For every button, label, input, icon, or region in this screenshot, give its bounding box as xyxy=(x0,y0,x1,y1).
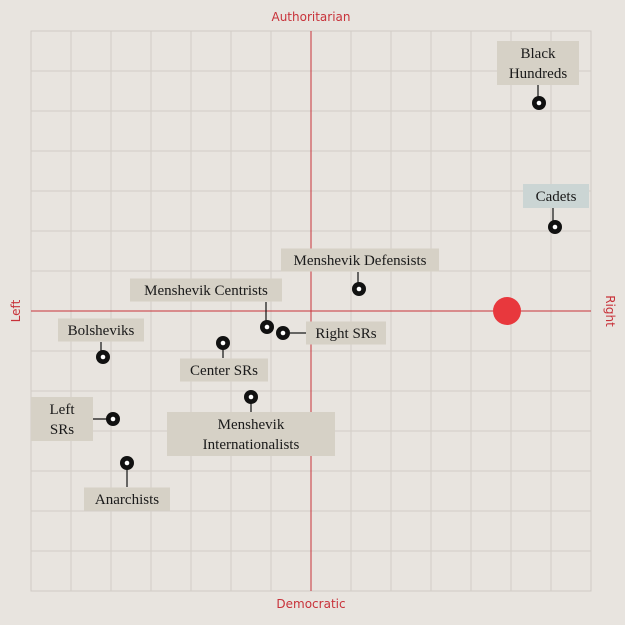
data-point-center xyxy=(100,354,106,360)
point-label-box xyxy=(306,321,386,345)
data-points: Black Hundreds Cadets Menshevik Defensists M… xyxy=(31,41,589,511)
data-point-center xyxy=(356,286,362,292)
data-point-group: Cadets xyxy=(523,184,589,234)
axis-label-left: Left xyxy=(9,299,23,322)
data-point-group: Right SRs xyxy=(276,321,386,345)
point-label: Menshevik Centrists xyxy=(144,283,268,299)
point-label-box xyxy=(523,184,589,208)
data-point-center xyxy=(110,416,116,422)
point-label: Menshevik Internationalists xyxy=(203,417,300,453)
data-point-center xyxy=(264,324,270,330)
point-label-box xyxy=(130,278,282,302)
point-label: Right SRs xyxy=(315,326,376,342)
axis-label-right: Right xyxy=(603,295,617,327)
data-point-group: Anarchists xyxy=(84,456,170,511)
axis-label-top: Authoritarian xyxy=(271,10,350,24)
data-point-group: Menshevik Centrists xyxy=(130,278,282,334)
data-point-center xyxy=(248,394,254,400)
axis-label-bottom: Democratic xyxy=(276,597,345,611)
data-point-group: Center SRs xyxy=(180,336,268,382)
data-point-center xyxy=(536,100,542,106)
highlight-marker xyxy=(493,297,521,325)
data-point-center xyxy=(552,224,558,230)
data-point-group: Left SRs xyxy=(31,397,120,441)
point-label-box xyxy=(58,318,144,342)
point-label-box xyxy=(167,412,335,456)
point-label-box xyxy=(84,487,170,511)
point-label: Left SRs xyxy=(50,402,76,438)
point-label: Menshevik Defensists xyxy=(294,253,427,269)
data-point-group: Black Hundreds xyxy=(497,41,579,110)
point-label: Anarchists xyxy=(95,492,159,508)
data-point-group: Menshevik Internationalists xyxy=(167,390,335,456)
point-label-box xyxy=(497,41,579,85)
point-label: Bolsheviks xyxy=(68,323,135,339)
data-point-center xyxy=(280,330,286,336)
data-point-center xyxy=(124,460,130,466)
data-point-group: Bolsheviks xyxy=(58,318,144,364)
point-label: Cadets xyxy=(536,189,577,205)
data-point-group: Menshevik Defensists xyxy=(281,248,439,296)
point-label: Center SRs xyxy=(190,363,258,379)
point-label-box xyxy=(281,248,439,272)
data-point-center xyxy=(220,340,226,346)
point-label: Black Hundreds xyxy=(509,46,567,82)
point-label-box xyxy=(180,358,268,382)
point-label-box xyxy=(31,397,93,441)
